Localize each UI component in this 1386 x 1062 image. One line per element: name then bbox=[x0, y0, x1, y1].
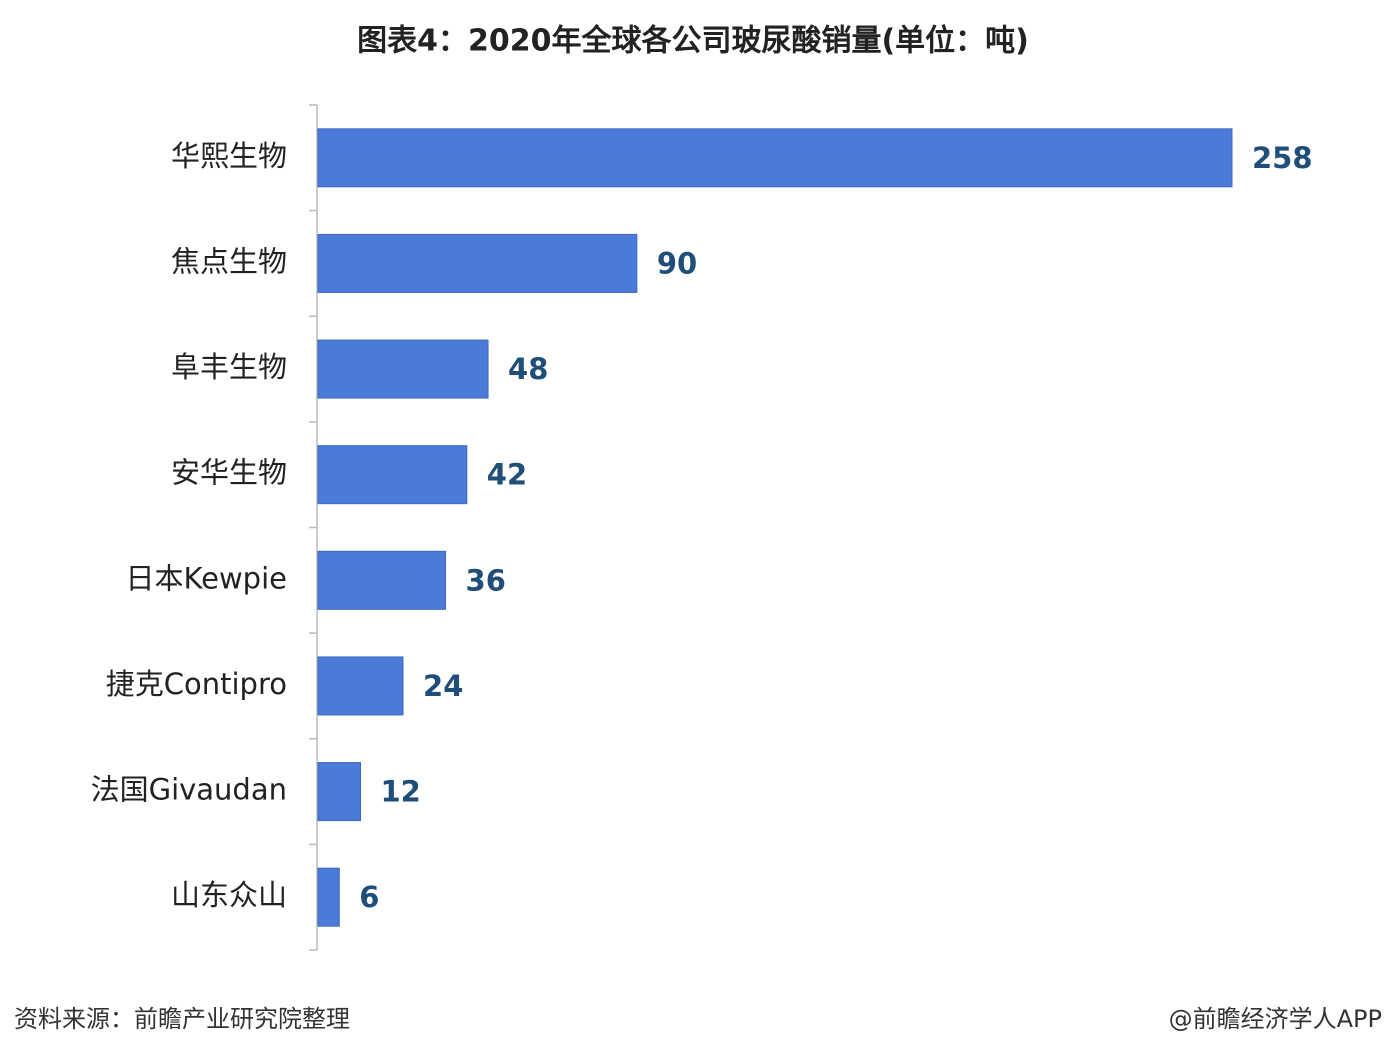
value-label: 24 bbox=[423, 669, 463, 703]
chart-title: 图表4：2020年全球各公司玻尿酸销量(单位：吨) bbox=[357, 24, 1029, 59]
value-label: 90 bbox=[657, 246, 697, 280]
bar bbox=[317, 339, 489, 399]
y-tick-label: 日本Kewpie bbox=[126, 561, 287, 595]
bar bbox=[317, 445, 468, 505]
bar bbox=[317, 233, 638, 293]
value-label: 36 bbox=[466, 563, 506, 597]
value-label: 12 bbox=[381, 775, 421, 809]
bar bbox=[317, 867, 340, 927]
y-tick-label: 安华生物 bbox=[171, 456, 287, 490]
y-tick-label: 华熙生物 bbox=[171, 139, 287, 173]
value-label: 48 bbox=[508, 352, 548, 386]
y-tick-label: 焦点生物 bbox=[171, 244, 287, 278]
source-note: 资料来源：前瞻产业研究院整理 bbox=[14, 1005, 350, 1033]
bar bbox=[317, 762, 362, 822]
bar bbox=[317, 550, 447, 610]
bar bbox=[317, 656, 404, 716]
value-label: 6 bbox=[359, 880, 379, 914]
y-tick-label: 山东众山 bbox=[171, 878, 287, 912]
y-tick-label: 捷克Contipro bbox=[106, 667, 287, 701]
y-tick-label: 法国Givaudan bbox=[91, 773, 287, 807]
y-tick-label: 阜丰生物 bbox=[171, 350, 287, 384]
value-label: 258 bbox=[1252, 141, 1313, 175]
value-label: 42 bbox=[487, 458, 527, 492]
bar bbox=[317, 128, 1233, 188]
credit-note: @前瞻经济学人APP bbox=[1169, 1005, 1382, 1033]
